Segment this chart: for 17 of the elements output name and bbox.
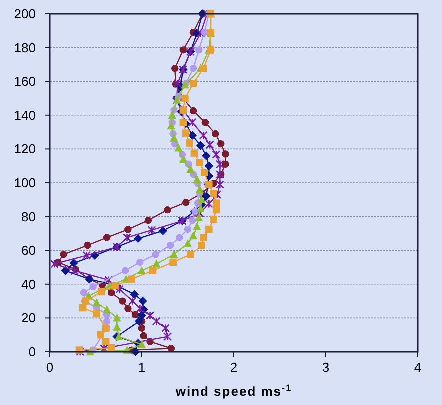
y-tick-label: 20: [22, 310, 36, 326]
x-tick-label: 0: [46, 360, 54, 375]
y-tick-label: 60: [22, 243, 36, 258]
y-tick-label: 80: [22, 209, 36, 224]
y-tick-label: 200: [14, 6, 36, 22]
x-axis-title: wind speed ms$^{-1}$: [174, 383, 292, 399]
x-tick-label: 2: [230, 360, 238, 375]
y-tick-label: 180: [14, 40, 36, 56]
y-tick-label: 100: [14, 176, 36, 190]
y-tick-label: 120: [14, 142, 36, 157]
y-tick-label: 0: [28, 344, 36, 360]
x-tick-label: 3: [322, 360, 330, 375]
y-tick-label: 40: [22, 276, 36, 292]
y-tick-label: 140: [14, 108, 36, 123]
x-tick-label: 1: [138, 360, 146, 375]
x-tick-label: 4: [414, 360, 422, 375]
y-tick-label: 160: [14, 74, 36, 90]
